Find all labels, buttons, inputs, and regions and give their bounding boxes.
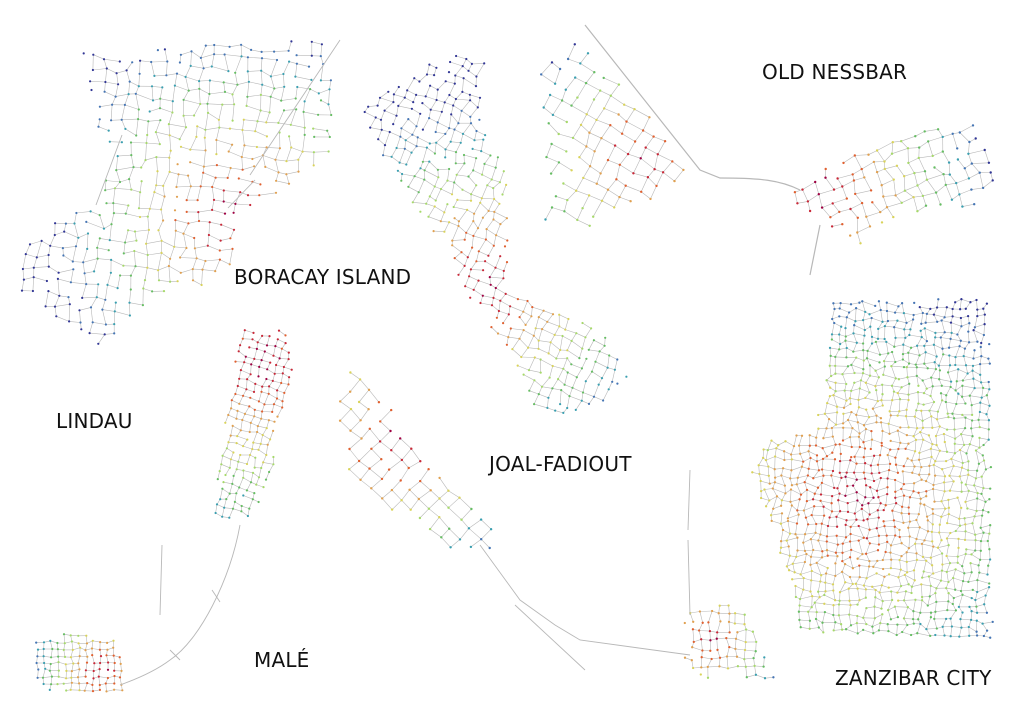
street-network-male <box>35 329 293 693</box>
street-network-boracay-island <box>363 54 628 414</box>
city-label-male: MALÉ <box>254 648 310 672</box>
street-network-joal-fadiout <box>338 371 775 680</box>
city-label-old-nessbar: OLD NESSBAR <box>762 60 908 84</box>
city-label-joal-fadiout: JOAL-FADIOUT <box>489 452 632 476</box>
street-network-lindau <box>20 39 341 345</box>
street-network-zanzibar-city <box>751 298 994 639</box>
city-label-boracay-island: BORACAY ISLAND <box>234 265 412 289</box>
city-label-lindau: LINDAU <box>56 409 133 433</box>
city-label-zanzibar-city: ZANZIBAR CITY <box>835 666 992 690</box>
street-network-old-nessbar <box>540 24 994 276</box>
